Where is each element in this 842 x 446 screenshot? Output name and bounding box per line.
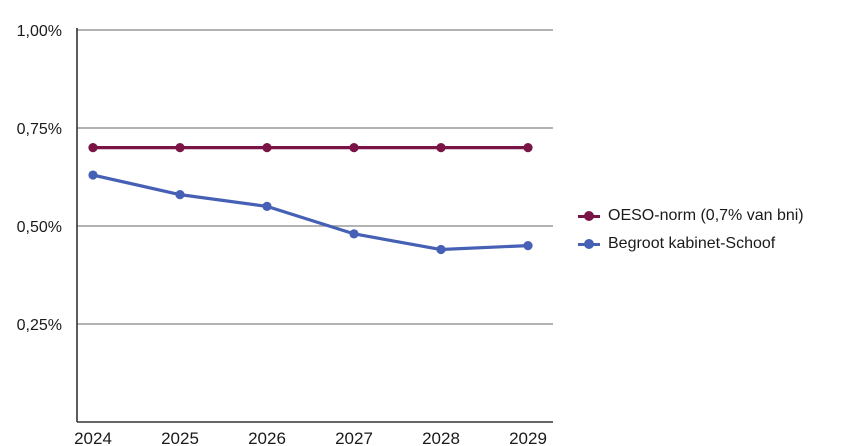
data-point [262,143,272,153]
data-point [436,143,446,153]
data-point [88,143,98,153]
legend-label-oeso: OESO-norm (0,7% van bni) [608,207,804,224]
data-point [262,201,272,211]
x-tick-label: 2026 [248,429,286,446]
data-point [175,143,185,153]
legend-marker-begroot [578,238,600,250]
series-line-1 [91,173,530,252]
legend-item-oeso: OESO-norm (0,7% van bni) [578,202,804,230]
x-tick-label: 2025 [161,429,199,446]
data-point [349,143,359,153]
y-tick-label: 0,75% [17,121,62,138]
axes [76,28,553,423]
data-point [523,241,533,251]
legend-label-begroot: Begroot kabinet-Schoof [608,235,776,252]
y-tick-label: 0,50% [17,219,62,236]
x-tick-labels: 2024 2025 2026 2027 2028 2029 [74,429,547,446]
y-tick-label: 1,00% [17,23,62,40]
y-tick-label: 0,25% [17,317,62,334]
x-tick-label: 2028 [422,429,460,446]
y-tick-labels: 0,25% 0,50% 0,75% 1,00% [17,23,62,334]
data-point [436,244,446,255]
legend: OESO-norm (0,7% van bni) Begroot kabinet… [578,202,804,258]
data-point [175,190,185,200]
legend-dot-begroot [584,239,594,249]
data-point [349,229,359,239]
legend-item-begroot: Begroot kabinet-Schoof [578,230,804,258]
data-point [523,143,533,153]
x-tick-label: 2027 [335,429,373,446]
x-tick-label: 2029 [509,429,547,446]
series [88,143,533,255]
data-point [88,170,98,180]
gridlines [77,29,553,325]
legend-dot-oeso [584,211,594,221]
legend-marker-oeso [578,210,600,222]
x-tick-label: 2024 [74,429,112,446]
